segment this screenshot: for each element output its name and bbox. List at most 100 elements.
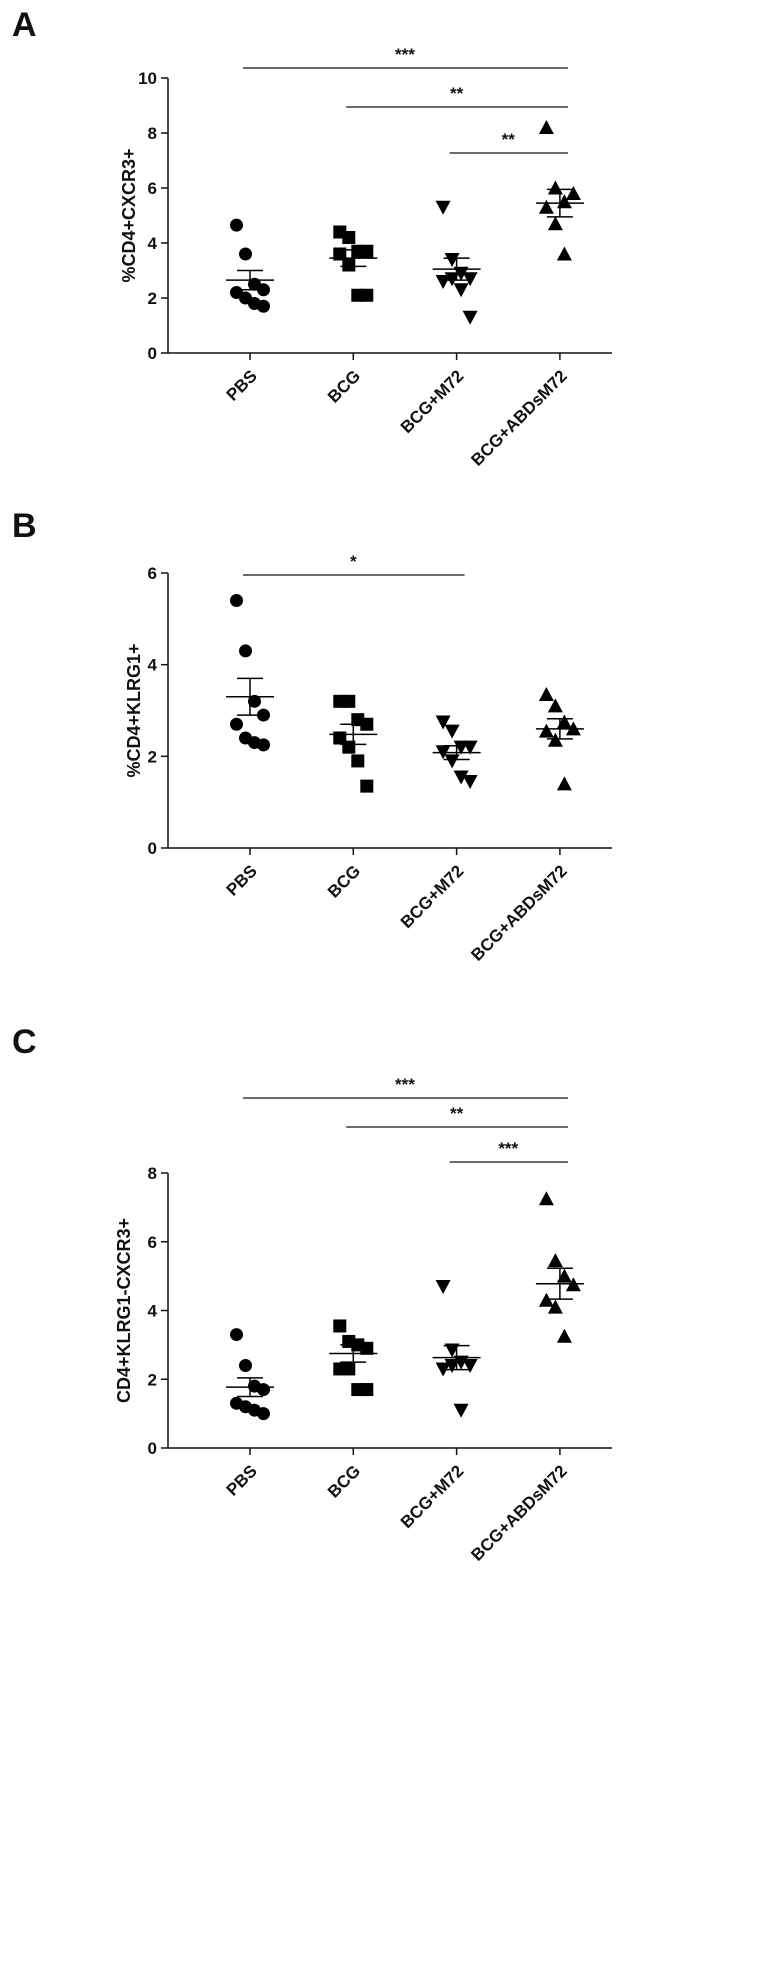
data-point xyxy=(435,275,451,289)
data-point xyxy=(239,644,252,658)
x-tick-label: PBS xyxy=(223,1461,261,1499)
data-point xyxy=(556,1328,572,1343)
data-point xyxy=(462,775,478,790)
x-tick-label: PBS xyxy=(223,861,261,899)
y-axis-label: CD4+KLRG1-CXCR3+ xyxy=(114,1218,134,1403)
x-tick-label: BCG+M72 xyxy=(397,861,468,932)
y-tick-label: 6 xyxy=(148,564,157,583)
data-point xyxy=(230,218,243,232)
data-point xyxy=(257,1407,270,1421)
data-point xyxy=(538,686,554,701)
error-bar xyxy=(443,1344,470,1371)
data-point xyxy=(257,299,270,313)
data-point xyxy=(257,738,270,752)
error-bar xyxy=(546,718,573,740)
data-point xyxy=(360,717,374,731)
data-point xyxy=(230,717,243,731)
data-point xyxy=(257,708,270,722)
x-tick-label: PBS xyxy=(223,366,261,404)
y-tick-label: 0 xyxy=(148,344,157,363)
y-tick-label: 6 xyxy=(148,1233,157,1252)
x-tick-label: BCG xyxy=(324,366,364,406)
data-point xyxy=(342,694,356,708)
y-tick-label: 8 xyxy=(148,124,157,143)
y-tick-label: 0 xyxy=(148,839,157,858)
data-point xyxy=(230,1328,243,1342)
data-point xyxy=(556,246,572,261)
data-point xyxy=(342,231,356,244)
data-point xyxy=(453,1403,469,1418)
data-point xyxy=(462,272,478,287)
error-bar xyxy=(546,188,573,218)
data-point xyxy=(239,1359,252,1372)
data-point xyxy=(453,283,469,298)
panel-letter: B xyxy=(12,507,37,545)
data-point xyxy=(462,310,478,325)
error-bar xyxy=(443,257,470,281)
data-point xyxy=(230,594,243,607)
data-point xyxy=(333,1319,347,1333)
data-point xyxy=(547,216,563,231)
error-bar xyxy=(237,1377,263,1398)
data-point xyxy=(342,258,356,272)
error-bar xyxy=(237,269,263,291)
data-point xyxy=(538,723,554,738)
data-point xyxy=(538,199,554,214)
y-tick-label: 4 xyxy=(148,656,158,675)
data-point xyxy=(444,724,460,739)
significance-label: *** xyxy=(395,45,415,64)
data-point xyxy=(360,244,374,258)
data-point xyxy=(333,247,347,261)
x-tick-label: BCG xyxy=(324,1461,364,1501)
data-point xyxy=(444,253,460,267)
error-bar xyxy=(237,677,263,716)
data-point xyxy=(239,247,252,261)
data-point xyxy=(248,694,261,708)
y-tick-label: 4 xyxy=(148,1302,158,1321)
y-tick-label: 6 xyxy=(148,179,157,198)
significance-label: * xyxy=(350,552,357,571)
data-point xyxy=(351,754,365,768)
data-point xyxy=(360,1383,374,1397)
x-tick-label: BCG+ABDsM72 xyxy=(467,861,570,964)
significance-label: ** xyxy=(502,130,516,149)
y-tick-label: 4 xyxy=(148,234,158,253)
error-bar xyxy=(443,745,470,761)
data-point xyxy=(435,1279,451,1294)
significance-label: *** xyxy=(395,1075,415,1094)
data-point xyxy=(360,288,374,302)
significance-label: ** xyxy=(450,84,464,103)
error-bar xyxy=(340,723,367,746)
x-tick-label: BCG+ABDsM72 xyxy=(467,1461,570,1564)
data-point xyxy=(462,740,478,755)
y-tick-label: 8 xyxy=(148,1164,157,1183)
data-point xyxy=(547,1299,563,1314)
data-point xyxy=(453,770,469,785)
error-bar xyxy=(340,1344,367,1363)
significance-label: ** xyxy=(450,1104,464,1123)
data-point xyxy=(435,1362,451,1377)
error-bar xyxy=(340,249,367,268)
x-tick-label: BCG+M72 xyxy=(397,1461,468,1532)
data-point xyxy=(556,776,572,791)
error-bar xyxy=(546,1267,573,1300)
y-tick-label: 0 xyxy=(148,1439,157,1458)
x-tick-label: BCG xyxy=(324,861,364,901)
data-point xyxy=(435,200,451,215)
data-point xyxy=(257,283,270,297)
data-point xyxy=(360,779,374,793)
data-point xyxy=(547,1253,563,1268)
x-tick-label: BCG+ABDsM72 xyxy=(467,366,570,469)
data-point xyxy=(547,698,563,713)
panel-letter: C xyxy=(12,1023,37,1061)
data-point xyxy=(462,1359,478,1373)
data-point xyxy=(435,715,451,730)
data-point xyxy=(547,732,563,747)
data-point xyxy=(538,1191,554,1206)
x-tick-label: BCG+M72 xyxy=(397,366,468,437)
panel-letter: A xyxy=(12,6,37,44)
y-tick-label: 2 xyxy=(148,289,157,308)
data-point xyxy=(342,1362,356,1376)
data-point xyxy=(538,1292,554,1307)
